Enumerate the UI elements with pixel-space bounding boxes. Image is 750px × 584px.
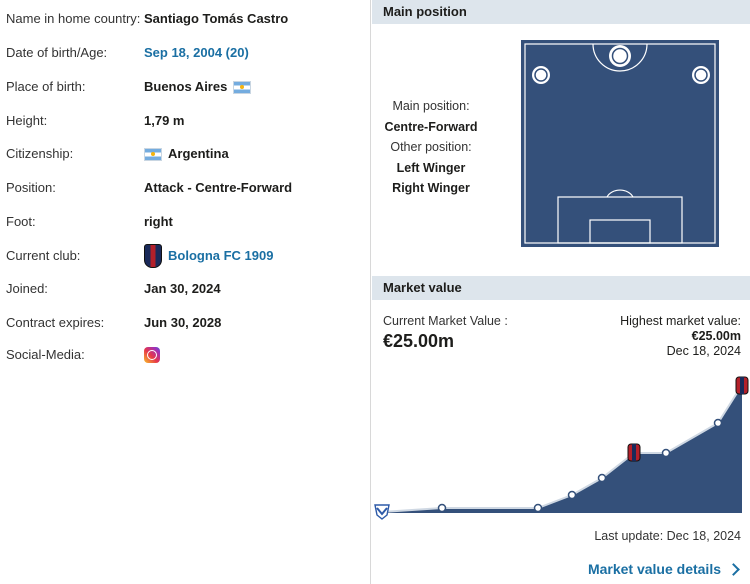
info-row-citizenship: Citizenship: Argentina bbox=[6, 144, 229, 164]
market-value-point[interactable] bbox=[661, 448, 671, 458]
club-crest-point-velez-icon[interactable] bbox=[374, 504, 390, 520]
market-value-chart[interactable] bbox=[372, 372, 750, 522]
info-row-height: Height: 1,79 m bbox=[6, 111, 184, 131]
info-value: Argentina bbox=[144, 144, 229, 164]
player-info-table: Name in home country: Santiago Tomás Cas… bbox=[0, 0, 370, 380]
penalty-arc bbox=[606, 189, 634, 198]
club-crest-icon[interactable] bbox=[144, 244, 162, 268]
position-pitch bbox=[521, 40, 719, 247]
highest-market-value-label: Highest market value: bbox=[620, 314, 741, 328]
info-label: Citizenship: bbox=[6, 146, 74, 161]
last-update-text: Last update: Dec 18, 2024 bbox=[594, 529, 741, 543]
goal-box bbox=[589, 219, 651, 244]
main-position-value: Centre-Forward bbox=[384, 119, 478, 134]
main-position-label: Main position: bbox=[392, 99, 470, 113]
info-row-place: Place of birth: Buenos Aires bbox=[6, 77, 252, 97]
current-market-value: €25.00m bbox=[383, 331, 455, 351]
position-marker-centre-forward bbox=[609, 45, 631, 67]
position-text: Main position: Centre-Forward Other posi… bbox=[371, 96, 491, 199]
club-link[interactable]: Bologna FC 1909 bbox=[168, 248, 274, 263]
info-value: 1,79 m bbox=[144, 113, 185, 128]
market-value-point[interactable] bbox=[713, 418, 723, 428]
info-value: Santiago Tomás Castro bbox=[144, 11, 289, 26]
info-label: Contract expires: bbox=[6, 315, 105, 330]
pitch-field bbox=[521, 40, 719, 247]
market-value-details-link[interactable]: Market value details bbox=[588, 561, 741, 577]
info-value: Jan 30, 2024 bbox=[144, 281, 221, 296]
info-row-club: Current club: Bologna FC 1909 bbox=[6, 244, 273, 268]
market-value-area bbox=[382, 385, 742, 513]
birthdate-link[interactable]: Sep 18, 2004 (20) bbox=[144, 45, 249, 60]
info-row-social: Social-Media: bbox=[6, 345, 160, 365]
highest-market-value-date: Dec 18, 2024 bbox=[666, 344, 741, 358]
club-crest-point-bologna-icon[interactable] bbox=[627, 443, 641, 462]
info-label: Name in home country: bbox=[6, 11, 141, 26]
info-label: Foot: bbox=[6, 214, 36, 229]
info-value: Jun 30, 2028 bbox=[144, 315, 222, 330]
info-label: Joined: bbox=[6, 281, 48, 296]
info-label: Social-Media: bbox=[6, 347, 85, 362]
market-value-header: Market value bbox=[372, 276, 750, 300]
info-row-contract: Contract expires: Jun 30, 2028 bbox=[6, 313, 221, 333]
info-label: Height: bbox=[6, 113, 48, 128]
info-value bbox=[144, 347, 160, 363]
center-arc bbox=[592, 43, 648, 72]
info-value: Bologna FC 1909 bbox=[144, 244, 273, 268]
other-position-value: Left Winger bbox=[396, 160, 466, 175]
info-row-foot: Foot: right bbox=[6, 212, 173, 232]
info-value: Buenos Aires bbox=[144, 77, 252, 97]
info-label: Position: bbox=[6, 180, 56, 195]
market-value-details-label[interactable]: Market value details bbox=[587, 561, 721, 577]
current-market-value-label: Current Market Value : bbox=[383, 314, 508, 328]
position-marker-left-winger bbox=[532, 66, 550, 84]
position-marker-right-winger bbox=[692, 66, 710, 84]
market-value-point[interactable] bbox=[597, 473, 607, 483]
info-row-position: Position: Attack - Centre-Forward bbox=[6, 178, 292, 198]
highest-market-value-amount: €25.00m bbox=[691, 329, 741, 343]
market-value-point[interactable] bbox=[533, 503, 543, 513]
info-label: Date of birth/Age: bbox=[6, 45, 108, 60]
highest-market-value: Highest market value: €25.00m Dec 18, 20… bbox=[620, 314, 741, 359]
info-row-birth: Date of birth/Age: Sep 18, 2004 (20) bbox=[6, 43, 249, 63]
club-crest-point-bologna-icon[interactable] bbox=[735, 376, 749, 395]
info-row-joined: Joined: Jan 30, 2024 bbox=[6, 279, 221, 299]
info-row-name: Name in home country: Santiago Tomás Cas… bbox=[6, 9, 288, 29]
info-label: Place of birth: bbox=[6, 79, 86, 94]
other-position-label: Other position: bbox=[390, 140, 472, 154]
market-value-point[interactable] bbox=[437, 503, 447, 513]
citizenship-text: Argentina bbox=[168, 146, 229, 161]
argentina-flag-icon bbox=[233, 80, 252, 94]
info-label: Current club: bbox=[6, 248, 81, 263]
info-value: right bbox=[144, 214, 173, 229]
main-position-header: Main position bbox=[372, 0, 750, 24]
other-position-value: Right Winger bbox=[392, 181, 470, 195]
argentina-flag-icon bbox=[144, 147, 162, 161]
chevron-right-icon bbox=[727, 562, 740, 576]
place-text: Buenos Aires bbox=[144, 79, 228, 94]
market-value-point[interactable] bbox=[567, 490, 577, 500]
info-value: Attack - Centre-Forward bbox=[144, 180, 293, 195]
right-panel: Main position Main position: Centre-Forw… bbox=[370, 0, 750, 584]
instagram-icon[interactable] bbox=[144, 347, 160, 363]
